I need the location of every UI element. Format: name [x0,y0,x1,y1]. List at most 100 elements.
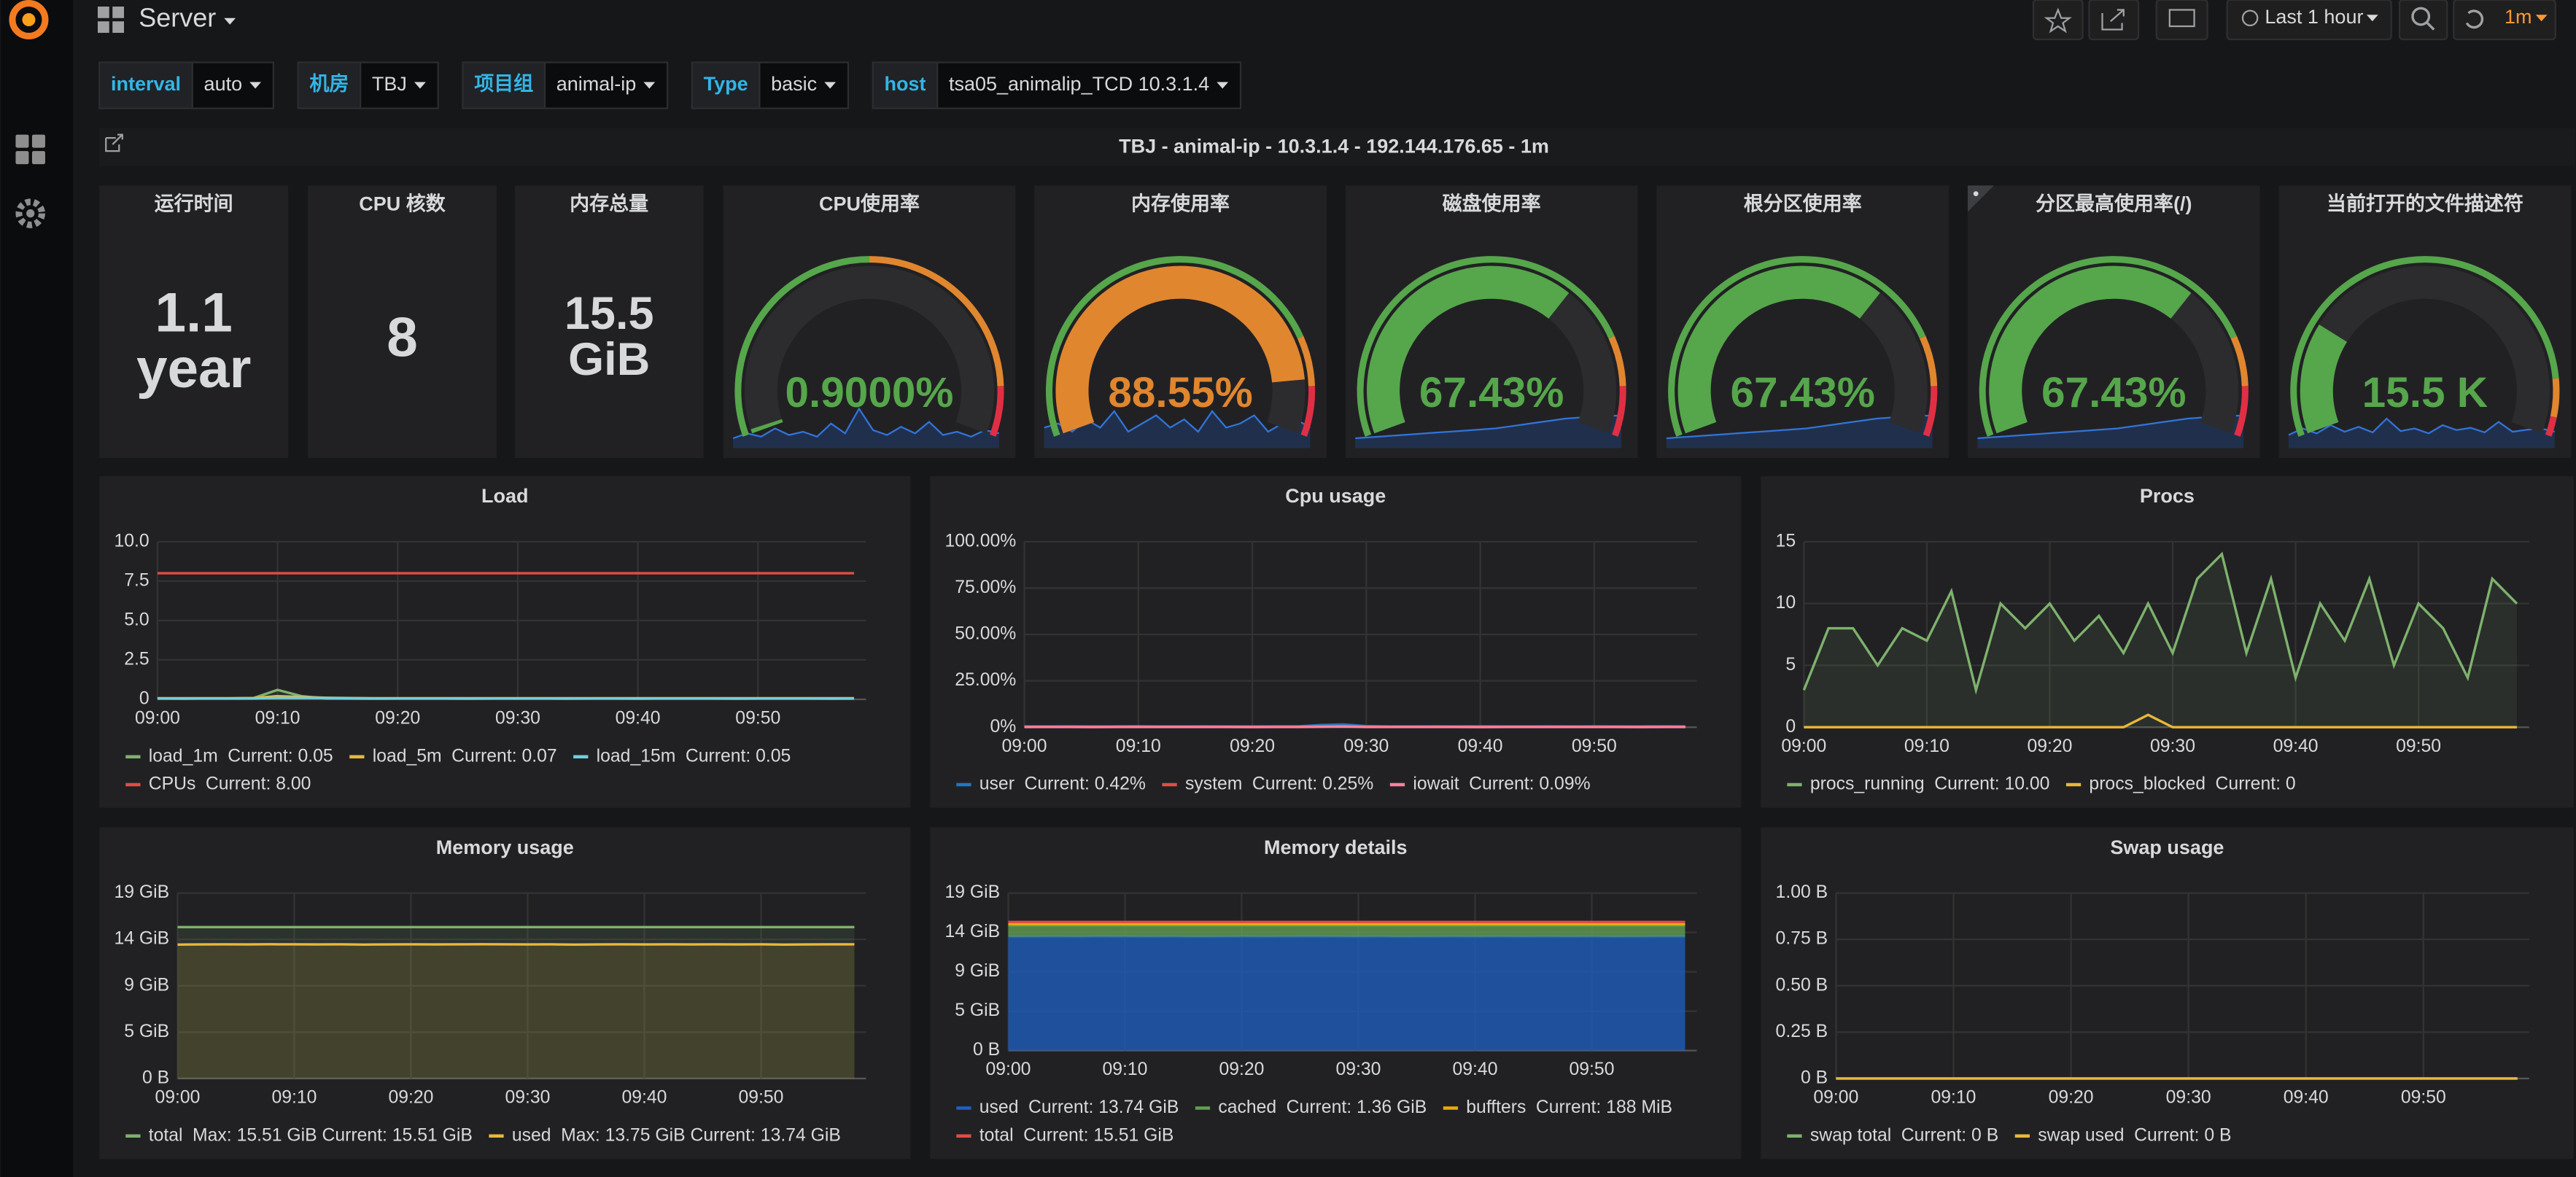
x-tick-label: 09:50 [739,1087,784,1107]
refresh-caret [2535,15,2548,22]
legend-name: procs_running [1810,774,1925,794]
threshold-ring [1668,256,1926,437]
icon-part [112,21,125,34]
series-line [157,696,855,700]
gauge-value: 67.43% [1419,369,1564,416]
dash-grid-icon[interactable] [97,7,125,34]
y-tick-label: 0.50 B [1776,975,1828,995]
legend-value: Current: 0.25% [1252,774,1373,794]
y-tick-label: 1.00 B [1776,882,1828,902]
legend-value: Current: 0.09% [1469,774,1590,794]
dashboard-title[interactable]: Server [139,3,216,33]
x-tick-label: 09:00 [985,1060,1031,1079]
legend-name: user [979,774,1015,794]
y-tick-label: 0.25 B [1776,1022,1828,1041]
time-picker[interactable] [2226,0,2392,41]
variable-label-box [691,61,761,109]
series-line [1802,551,2518,695]
sparkline-area [1355,415,1621,448]
gauge-title: 内存使用率 [1131,193,1230,215]
x-tick-label: 09:30 [2150,737,2195,756]
variable-label-box [872,61,939,109]
zoom-icon [2411,7,2431,26]
variable-label-box [98,61,193,109]
legend-name: total [979,1125,1014,1145]
refresh-interval[interactable]: 1m [2505,6,2532,28]
legend-name: load_1m [149,746,218,766]
threshold-ring [734,256,869,437]
y-tick-label: 5.0 [124,610,149,629]
x-tick-label: 09:50 [1572,737,1617,756]
series-area [1008,925,1685,937]
stat-panel [308,185,497,459]
legend-value: Max: 13.75 GiB Current: 13.74 GiB [561,1125,841,1145]
x-tick-label: 09:20 [375,709,420,729]
legend-name: load_5m [373,746,442,766]
share-button[interactable] [2088,0,2140,41]
sparkline-area [733,408,999,448]
graph-title: Swap usage [2110,836,2224,858]
variable-select[interactable] [191,61,275,109]
dashboards-icon[interactable] [15,134,45,165]
x-tick-label: 09:10 [1116,737,1161,756]
threshold-ring [989,386,1004,437]
graph-title: Memory usage [436,836,574,858]
refresh-icon [2465,9,2484,29]
legend-name: CPUs [149,774,196,794]
refresh-button[interactable] [2453,0,2556,41]
settings-icon[interactable] [15,198,45,228]
legend-name: load_15m [597,746,676,766]
grafana-logo-core [22,13,36,27]
y-tick-label: 14 GiB [945,922,1001,941]
y-tick-label: 5 [1785,655,1796,675]
tv-button[interactable] [2155,0,2208,41]
sparkline [732,407,1000,440]
zoom-out-button[interactable] [2398,0,2448,41]
x-tick-label: 09:20 [388,1087,433,1107]
variable-select[interactable] [759,61,850,109]
threshold-ring [1297,335,1316,386]
threshold-ring [1612,386,1626,437]
legend-value: Current: 10.00 [1934,774,2049,794]
variable-value: TBJ [372,73,407,95]
time-caret [2366,15,2378,22]
gauge-value: 0.9000% [785,369,953,416]
star-icon [2044,7,2072,34]
variable-select[interactable] [936,61,1242,109]
gauge-title: 当前打开的文件描述符 [2327,193,2523,215]
legend-name: procs_blocked [2089,774,2205,794]
row-link-icon[interactable] [105,133,123,152]
variable-value: animal-ip [556,73,637,95]
legend-name: used [512,1125,551,1145]
gauge-value: 88.55% [1108,369,1252,416]
stat-value: 15.5 [565,288,654,339]
gauge-value-arc [1677,265,1880,434]
legend-value: Current: 15.51 GiB [1023,1125,1173,1145]
gauge-value-arc [2300,325,2348,434]
x-tick-label: 09:30 [505,1087,550,1107]
variable-caret [824,82,837,89]
title-caret [224,18,236,25]
graph-panel [1761,827,2574,1159]
grafana-logo[interactable] [9,0,49,40]
star-button[interactable] [2032,0,2084,41]
gauge-title: 磁盘使用率 [1443,193,1541,215]
x-tick-label: 09:00 [1813,1087,1858,1107]
stat-title: 运行时间 [155,193,233,215]
x-tick-label: 09:40 [616,709,661,729]
x-tick-label: 09:00 [1002,737,1047,756]
legend-value: Current: 0 [2216,774,2296,794]
legend-value: Current: 13.74 GiB [1028,1098,1179,1117]
y-tick-label: 9 GiB [124,975,169,995]
stat-unit: GiB [568,334,650,385]
variable-select[interactable] [360,61,439,109]
x-tick-label: 09:00 [135,709,180,729]
variable-caret [643,82,656,89]
stat-value: 8 [387,306,418,368]
y-tick-label: 15 [1776,531,1796,551]
gauge-value-arc [750,419,783,434]
graph-title: Load [481,485,529,507]
legend-name: system [1185,774,1242,794]
y-tick-label: 0 B [142,1068,169,1087]
stat-value: 1.1 [155,282,232,344]
